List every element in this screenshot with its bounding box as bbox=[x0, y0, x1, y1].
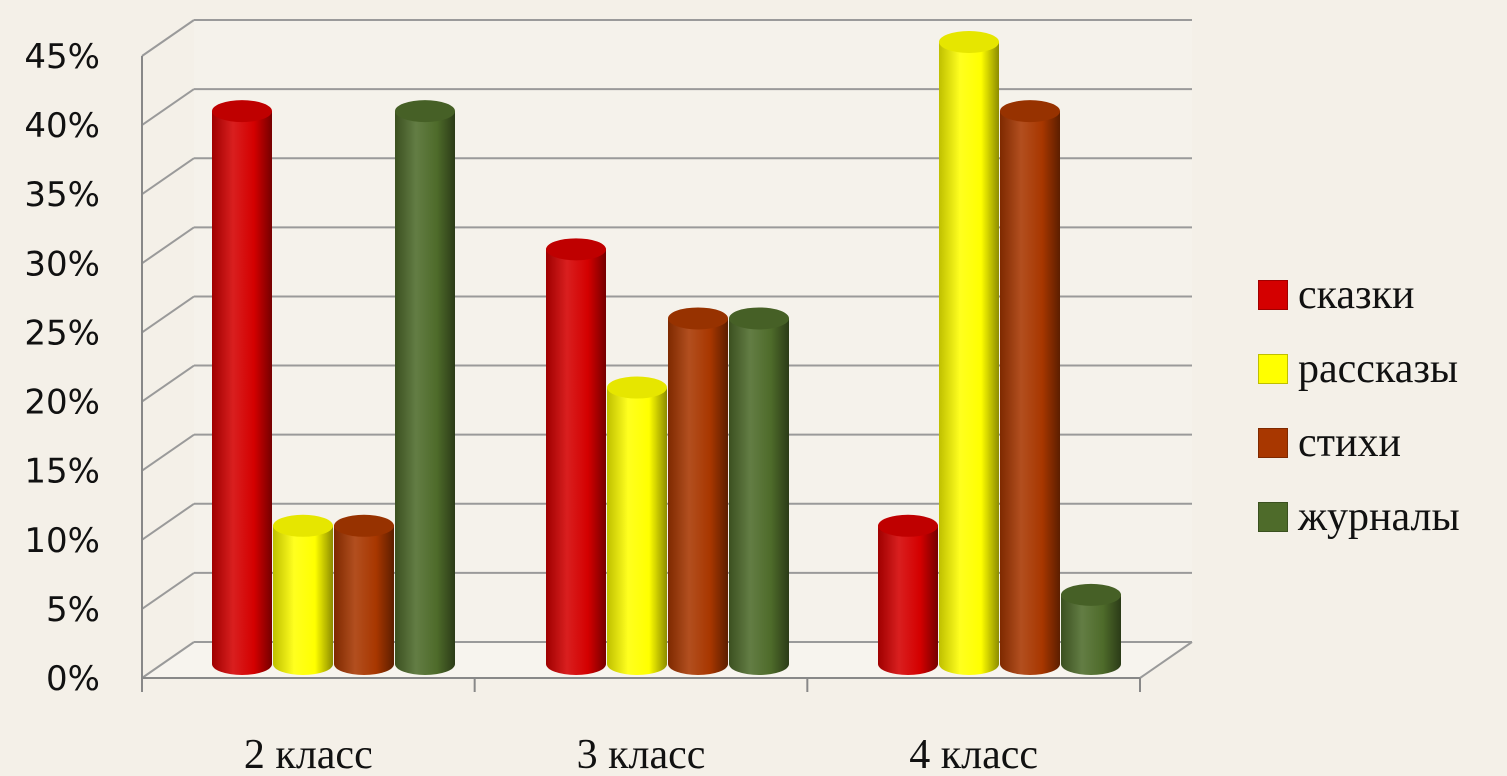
x-tick-label: 4 класс bbox=[909, 732, 1038, 776]
legend: сказки рассказы стихи журналы bbox=[1258, 258, 1460, 554]
bar bbox=[334, 514, 394, 675]
legend-label: рассказы bbox=[1298, 346, 1459, 392]
legend-swatch bbox=[1258, 280, 1288, 310]
bar-top bbox=[273, 514, 333, 537]
y-tick-label: 40% bbox=[24, 106, 100, 146]
bar-body bbox=[1061, 594, 1121, 675]
bar bbox=[1061, 583, 1121, 675]
gridline-side bbox=[141, 364, 195, 403]
y-tick-label: 20% bbox=[24, 383, 100, 423]
y-tick-label: 30% bbox=[24, 244, 100, 284]
gridline-side bbox=[141, 295, 195, 334]
bar-top bbox=[668, 307, 728, 330]
bar-body bbox=[607, 387, 667, 675]
y-tick-label: 0% bbox=[46, 659, 100, 699]
bar-top bbox=[878, 514, 938, 537]
bar bbox=[273, 514, 333, 675]
gridline-side bbox=[141, 641, 195, 679]
y-tick-label: 10% bbox=[24, 521, 100, 561]
bar bbox=[395, 100, 455, 676]
legend-label: журналы bbox=[1298, 494, 1460, 540]
legend-item: стихи bbox=[1258, 406, 1460, 480]
bar-body bbox=[395, 111, 455, 676]
gridline-side bbox=[141, 157, 195, 196]
bars bbox=[212, 31, 1121, 676]
axes bbox=[141, 56, 1141, 692]
legend-item: сказки bbox=[1258, 258, 1460, 332]
legend-item: рассказы bbox=[1258, 332, 1460, 406]
gridline-side bbox=[141, 433, 195, 472]
y-tick-label: 45% bbox=[24, 37, 100, 77]
bar bbox=[939, 31, 999, 675]
legend-item: журналы bbox=[1258, 480, 1460, 554]
gridline-side bbox=[141, 572, 195, 610]
bar bbox=[668, 307, 728, 675]
gridline-side bbox=[141, 88, 195, 126]
gridline-side bbox=[141, 502, 195, 541]
bar-body bbox=[939, 42, 999, 675]
bar-body bbox=[878, 525, 938, 675]
legend-label: стихи bbox=[1298, 420, 1401, 466]
bar-body bbox=[273, 525, 333, 675]
legend-swatch bbox=[1258, 502, 1288, 532]
bar bbox=[878, 514, 938, 675]
bar-body bbox=[212, 111, 272, 676]
floor-edge bbox=[1139, 641, 1193, 679]
x-axis-ticks: 2 класс 3 класс 4 класс bbox=[244, 732, 1038, 776]
bar bbox=[729, 307, 789, 675]
legend-label: сказки bbox=[1298, 272, 1415, 318]
bar-body bbox=[1000, 111, 1060, 676]
x-tick-label: 3 класс bbox=[577, 732, 706, 776]
legend-swatch bbox=[1258, 428, 1288, 458]
legend-swatch bbox=[1258, 354, 1288, 384]
y-tick-label: 5% bbox=[46, 590, 100, 630]
y-tick-label: 25% bbox=[24, 313, 100, 353]
bar bbox=[212, 100, 272, 676]
bar-top bbox=[334, 514, 394, 537]
bar bbox=[1000, 100, 1060, 676]
bar-top bbox=[939, 31, 999, 53]
bar-top bbox=[1061, 583, 1121, 606]
bar-body bbox=[729, 318, 789, 675]
bar-top bbox=[212, 100, 272, 123]
bar-top bbox=[729, 307, 789, 330]
y-tick-label: 35% bbox=[24, 175, 100, 215]
bar bbox=[546, 238, 606, 676]
bar-top bbox=[607, 376, 667, 399]
gridline-side bbox=[141, 226, 195, 265]
bar-top bbox=[1000, 100, 1060, 123]
bar-body bbox=[668, 318, 728, 675]
bar-top bbox=[395, 100, 455, 123]
bar-body bbox=[334, 525, 394, 675]
gridline-side bbox=[141, 19, 195, 57]
bar bbox=[607, 376, 667, 675]
y-axis-ticks: 0% 5% 10% 15% 20% 25% 30% 35% 40% 45% bbox=[24, 37, 100, 699]
bar-top bbox=[546, 238, 606, 261]
x-tick-label: 2 класс bbox=[244, 732, 373, 776]
y-tick-label: 15% bbox=[24, 452, 100, 492]
bar-body bbox=[546, 249, 606, 676]
